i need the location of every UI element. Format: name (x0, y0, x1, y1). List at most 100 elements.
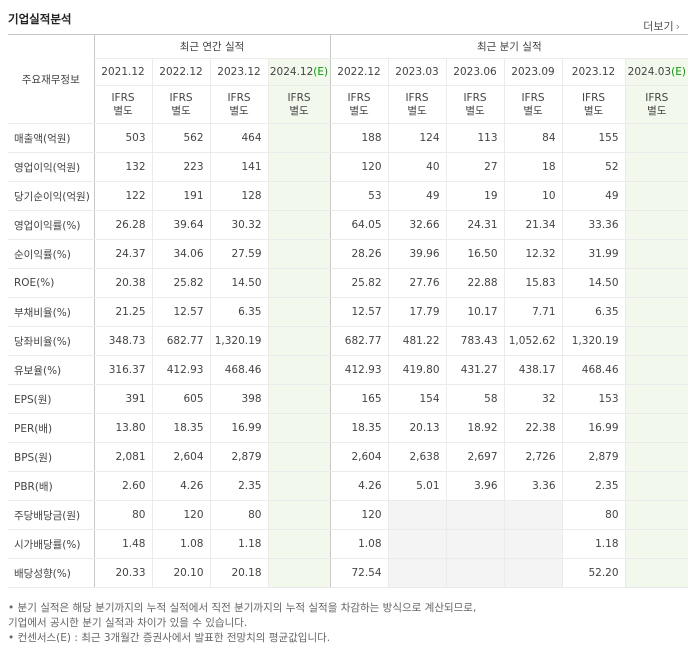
table-cell: 20.18 (209, 558, 268, 588)
table-cell: 348.73 (93, 326, 152, 356)
table-cell: 34.06 (151, 239, 210, 269)
row-label: EPS(원) (8, 384, 94, 414)
table-cell (624, 471, 689, 501)
group-header-quarterly: 최근 분기 실적 (329, 34, 689, 59)
table-cell: 2,726 (503, 442, 563, 472)
ifrs-standard: IFRS (347, 91, 371, 104)
row-label: 당기순이익(억원) (8, 181, 94, 211)
table-cell: 132 (93, 152, 152, 182)
period-label: 2023.06 (453, 66, 497, 78)
table-cell: 316.37 (93, 355, 152, 385)
table-cell: 223 (151, 152, 210, 182)
ifrs-standard: IFRS (405, 91, 429, 104)
table-cell: 4.26 (329, 471, 389, 501)
table-cell: 191 (151, 181, 210, 211)
period-header: 2024.12(E) (267, 58, 331, 86)
table-cell: 1,052.62 (503, 326, 563, 356)
ifrs-label: IFRS 별도 (503, 85, 563, 124)
table-cell (624, 297, 689, 327)
table-row: 부채비율(%) 21.25 12.57 6.35 12.57 17.79 10.17 7.71… (8, 297, 689, 327)
table-cell: 72.54 (329, 558, 389, 588)
ifrs-standard: IFRS (463, 91, 487, 104)
table-cell (624, 181, 689, 211)
more-link[interactable]: 더보기 › (643, 18, 680, 34)
table-cell: 7.71 (503, 297, 563, 327)
ifrs-label: IFRS 별도 (209, 85, 268, 124)
table-cell: 32 (503, 384, 563, 414)
footnote-line: 기업에서 공시한 분기 실적과 차이가 있을 수 있습니다. (8, 617, 248, 629)
table-cell: 562 (151, 123, 210, 153)
table-cell: 39.64 (151, 210, 210, 240)
table-cell: 468.46 (209, 355, 268, 385)
table-cell: 27 (445, 152, 505, 182)
table-cell: 128 (209, 181, 268, 211)
table-cell: 58 (445, 384, 505, 414)
table-cell: 1.08 (329, 529, 389, 559)
ifrs-basis: 별도 (407, 104, 427, 117)
ifrs-basis: 별도 (647, 104, 667, 117)
footnotes: • 분기 실적은 해당 분기까지의 누적 실적에서 직전 분기까지의 누적 실적… (8, 601, 688, 646)
period-label: 2022.12 (337, 66, 381, 78)
table-cell (624, 529, 689, 559)
table-cell (267, 210, 331, 240)
table-cell: 26.28 (93, 210, 152, 240)
period-label: 2023.12 (217, 66, 261, 78)
ifrs-label: IFRS 별도 (267, 85, 331, 124)
table-row: 당기순이익(억원) 122 191 128 53 49 19 10 49 (8, 181, 689, 211)
table-cell (624, 268, 689, 298)
ifrs-basis: 별도 (171, 104, 191, 117)
table-cell: 188 (329, 123, 389, 153)
table-cell: 2.60 (93, 471, 152, 501)
table-cell: 6.35 (209, 297, 268, 327)
table-cell: 14.50 (209, 268, 268, 298)
ifrs-basis: 별도 (289, 104, 309, 117)
ifrs-label: IFRS 별도 (93, 85, 152, 124)
table-cell: 39.96 (387, 239, 447, 269)
table-cell: 30.32 (209, 210, 268, 240)
table-cell: 464 (209, 123, 268, 153)
section-title: 기업실적분석 (8, 12, 72, 26)
table-cell: 53 (329, 181, 389, 211)
row-label: PER(배) (8, 413, 94, 443)
table-cell: 481.22 (387, 326, 447, 356)
ifrs-standard: IFRS (227, 91, 251, 104)
table-cell (503, 500, 563, 530)
estimate-mark: (E) (313, 66, 329, 78)
table-cell: 18 (503, 152, 563, 182)
table-cell (624, 442, 689, 472)
table-cell: 6.35 (561, 297, 626, 327)
table-cell (267, 413, 331, 443)
table-cell: 18.35 (329, 413, 389, 443)
table-cell: 141 (209, 152, 268, 182)
table-cell: 14.50 (561, 268, 626, 298)
table-cell: 25.82 (329, 268, 389, 298)
period-label: 2023.12 (571, 66, 616, 78)
table-cell: 682.77 (151, 326, 210, 356)
table-cell (624, 413, 689, 443)
period-label: 2024.12 (269, 66, 314, 78)
period-header: 2023.06 (445, 58, 505, 86)
table-row: BPS(원) 2,081 2,604 2,879 2,604 2,638 2,697 2,72… (8, 442, 689, 472)
table-row: ROE(%) 20.38 25.82 14.50 25.82 27.76 22.88 15.8… (8, 268, 689, 298)
table-cell: 22.38 (503, 413, 563, 443)
table-cell (267, 442, 331, 472)
ifrs-label: IFRS 별도 (445, 85, 505, 124)
period-header: 2023.03 (387, 58, 447, 86)
row-label: 부채비율(%) (8, 297, 94, 327)
table-row: 유보율(%) 316.37 412.93 468.46 412.93 419.80 431.… (8, 355, 689, 385)
table-cell: 412.93 (151, 355, 210, 385)
table-cell (624, 152, 689, 182)
table-cell (267, 355, 331, 385)
table-cell (387, 558, 447, 588)
ifrs-header-row: IFRS 별도 IFRS 별도 IFRS 별도 IFRS 별도 IFRS 별도 IFRS 별도 IFRS… (8, 85, 689, 124)
table-cell (267, 471, 331, 501)
row-label: 매출액(억원) (8, 123, 94, 153)
table-cell: 13.80 (93, 413, 152, 443)
table-cell (624, 326, 689, 356)
table-cell (267, 297, 331, 327)
more-link-label: 더보기 (643, 20, 674, 33)
period-header: 2022.12 (151, 58, 210, 86)
table-cell: 2,879 (561, 442, 626, 472)
table-cell (387, 500, 447, 530)
table-row: 영업이익률(%) 26.28 39.64 30.32 64.05 32.66 24.31 21… (8, 210, 689, 240)
